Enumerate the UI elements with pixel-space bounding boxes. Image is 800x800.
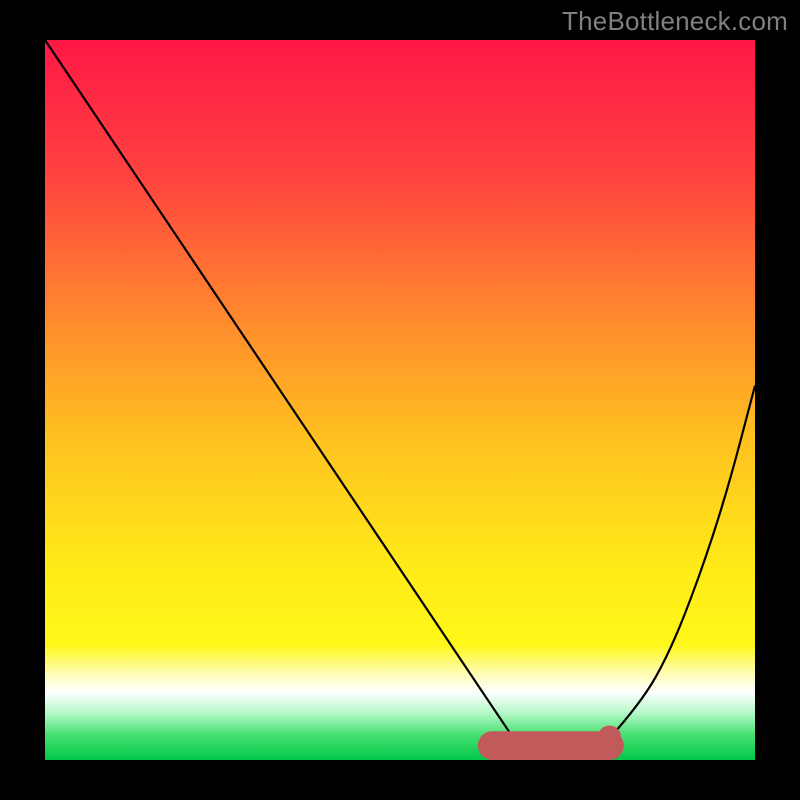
chart-container: TheBottleneck.com <box>0 0 800 800</box>
watermark-text: TheBottleneck.com <box>562 6 788 37</box>
valley-dot <box>598 725 621 748</box>
bottleneck-chart <box>0 0 800 800</box>
gradient-background <box>45 40 755 760</box>
